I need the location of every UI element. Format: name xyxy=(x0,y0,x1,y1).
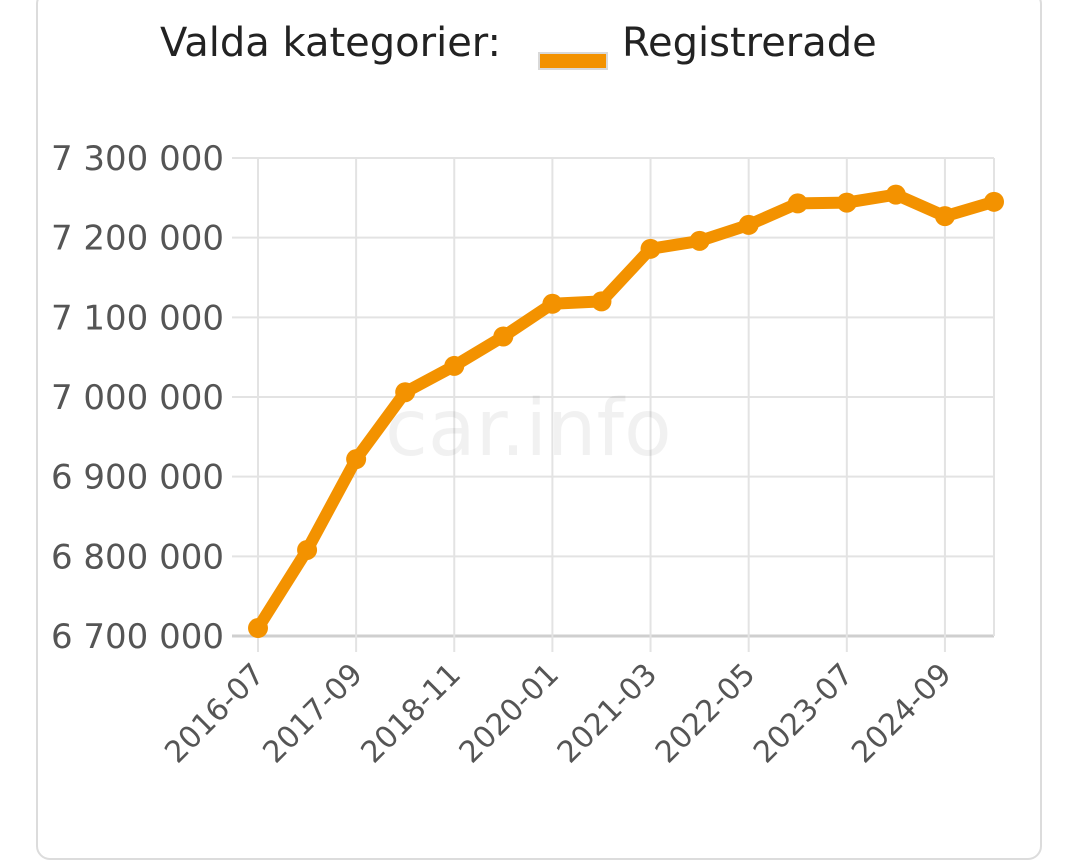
x-tick-label: 2017-09 xyxy=(256,657,369,770)
x-tick-label: 2018-11 xyxy=(355,657,468,770)
data-point[interactable] xyxy=(640,238,661,259)
data-point[interactable] xyxy=(885,184,906,205)
y-tick-label: 7 000 000 xyxy=(51,378,224,418)
x-tick-label: 2020-01 xyxy=(453,657,566,770)
chart-card xyxy=(36,0,1042,860)
data-point[interactable] xyxy=(297,539,318,560)
legend-label-registrerade[interactable]: Registrerade xyxy=(622,20,877,66)
data-point[interactable] xyxy=(542,293,563,314)
y-tick-label: 6 700 000 xyxy=(51,617,224,657)
x-tick-label: 2016-07 xyxy=(158,657,271,770)
series-line-registrerade xyxy=(252,188,1000,634)
series-points xyxy=(248,184,1004,639)
y-axis: 6 700 000 6 800 000 6 900 000 7 000 000 7 10… xyxy=(51,139,224,657)
data-point[interactable] xyxy=(493,326,514,347)
x-tick-label: 2021-03 xyxy=(551,657,664,770)
data-point[interactable] xyxy=(248,618,268,639)
legend-swatch-registrerade[interactable] xyxy=(538,52,608,70)
x-axis: 2016-072017-092018-112020-012021-032022-… xyxy=(158,657,958,770)
data-point[interactable] xyxy=(738,214,759,235)
grid xyxy=(232,157,995,652)
data-point[interactable] xyxy=(787,193,808,214)
data-point[interactable] xyxy=(395,382,416,403)
x-tick-label: 2022-05 xyxy=(649,657,762,770)
y-tick-label: 6 900 000 xyxy=(51,458,224,498)
y-tick-label: 7 100 000 xyxy=(51,298,224,338)
data-point[interactable] xyxy=(836,192,857,213)
data-point[interactable] xyxy=(934,206,955,227)
data-point[interactable] xyxy=(346,449,367,470)
data-point[interactable] xyxy=(689,230,710,251)
legend-title: Valda kategorier: xyxy=(160,20,502,66)
data-point[interactable] xyxy=(591,291,612,312)
x-tick-label: 2024-09 xyxy=(845,657,958,770)
y-tick-label: 7 300 000 xyxy=(51,139,224,179)
legend: Valda kategorier: Registrerade xyxy=(0,20,1080,70)
y-tick-label: 6 800 000 xyxy=(51,537,224,577)
y-tick-label: 7 200 000 xyxy=(51,219,224,259)
watermark: car.info xyxy=(385,384,672,474)
data-point[interactable] xyxy=(984,191,1004,212)
data-point[interactable] xyxy=(444,355,465,376)
x-tick-label: 2023-07 xyxy=(747,657,860,770)
